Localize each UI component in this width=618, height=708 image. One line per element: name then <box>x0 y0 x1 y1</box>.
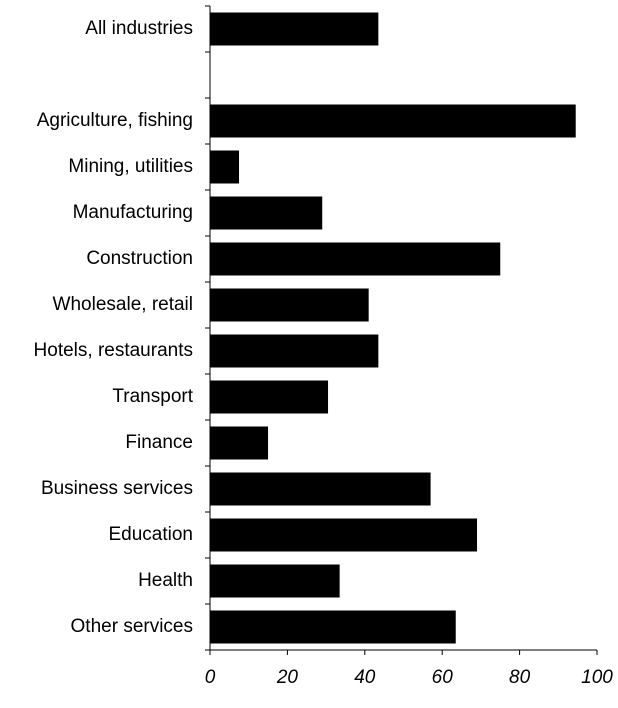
bar <box>210 380 329 414</box>
category-label: Manufacturing <box>73 202 193 223</box>
bar <box>210 288 369 322</box>
bar <box>210 564 340 598</box>
bar <box>210 610 456 644</box>
bar <box>210 104 576 138</box>
x-tick-label: 0 <box>205 667 216 688</box>
bar <box>210 196 323 230</box>
category-label: Wholesale, retail <box>53 294 193 315</box>
category-label: Business services <box>41 478 193 499</box>
category-label: Finance <box>125 432 193 453</box>
bar <box>210 518 478 552</box>
x-tick-label: 20 <box>276 667 299 688</box>
category-label: Agriculture, fishing <box>37 110 193 131</box>
bar <box>210 150 240 184</box>
y-axis-ticks <box>205 5 210 651</box>
category-label: Transport <box>112 386 193 407</box>
category-label: Other services <box>71 616 193 637</box>
category-label: Mining, utilities <box>68 156 193 177</box>
category-labels: All industries Agriculture, fishing Mining… <box>34 18 194 637</box>
category-label: Construction <box>86 248 193 269</box>
category-label: All industries <box>85 18 193 39</box>
bar <box>210 334 379 368</box>
bars-group <box>210 12 576 644</box>
x-axis-ticks: 0 20 40 60 80 100 <box>205 650 613 688</box>
bar <box>210 242 501 276</box>
x-tick-label: 40 <box>354 667 376 688</box>
bar <box>210 12 379 46</box>
category-label: Education <box>108 524 193 545</box>
category-label: Health <box>138 570 193 591</box>
x-tick-label: 80 <box>509 667 531 688</box>
x-tick-label: 60 <box>432 667 454 688</box>
bar <box>210 426 269 460</box>
category-label: Hotels, restaurants <box>34 340 193 361</box>
bar <box>210 472 431 506</box>
x-tick-label: 100 <box>581 667 613 688</box>
